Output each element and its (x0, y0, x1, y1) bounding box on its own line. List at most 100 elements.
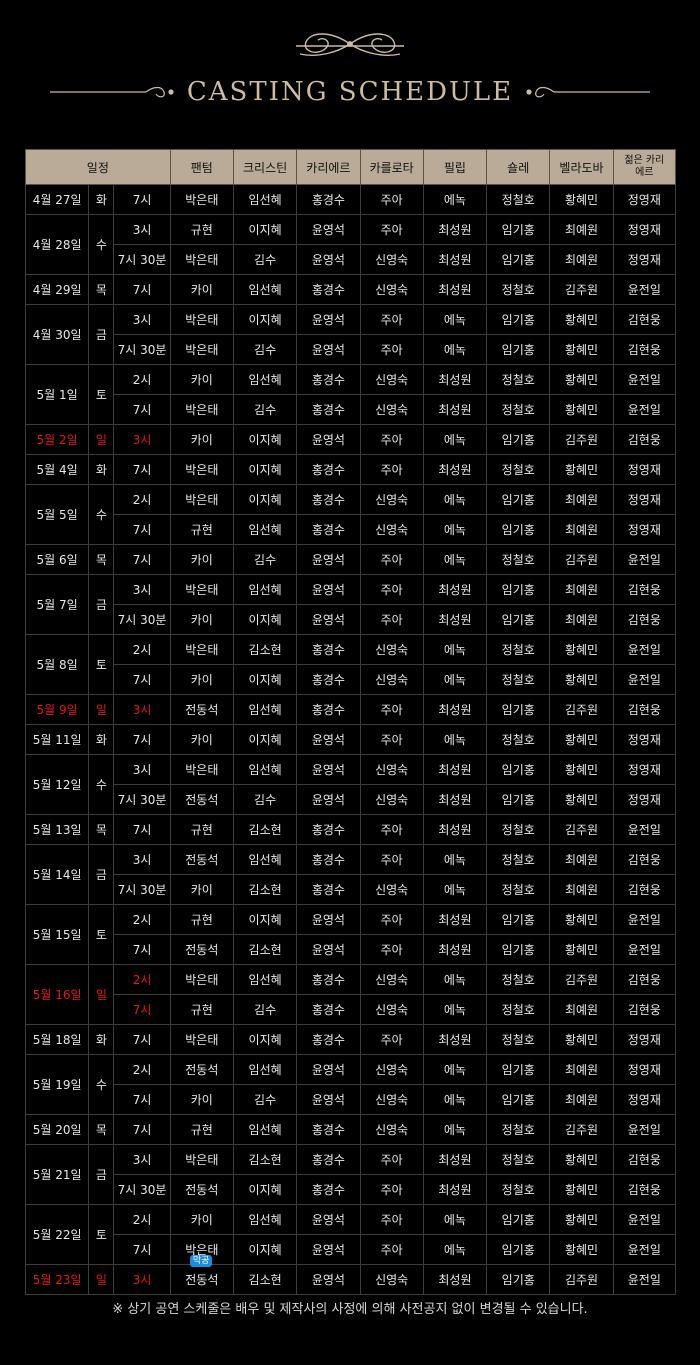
cast-cell: 정영재 (612, 1024, 677, 1055)
cast-cell: 임선혜 (232, 274, 298, 305)
table-row: 5월 18일 화 7시 박은태 이지혜 홍경수 주아 최성원 정철호 황혜민 정영재 (24, 1024, 677, 1055)
time-cell: 3시 (113, 694, 171, 725)
weekday-cell: 목 (88, 274, 115, 305)
cast-cell: 김현웅 (612, 424, 677, 455)
weekday-cell: 금 (88, 304, 115, 365)
cast-cell: 이지혜 (232, 1234, 298, 1265)
cast-cell: 홍경수 (296, 694, 361, 725)
table-row: 5월 8일 토 2시 박은태 김소현 홍경수 신영숙 에녹 정철호 황혜민 윤전일 (24, 634, 677, 695)
cast-cell: 카이 (169, 1084, 234, 1115)
cast-cell: 김주원 (549, 274, 614, 305)
cast-cell: 황혜민 (549, 454, 614, 485)
cast-cell: 박은태 (169, 634, 234, 665)
table-row: 7시 30분 박은태 김수 윤영석 신영숙 최성원 임기홍 최예원 정영재 (26, 244, 677, 275)
cast-cell: 김수 (232, 334, 298, 365)
cast-cell: 김현웅 (612, 304, 677, 335)
time-cell: 7시 30분 (113, 1174, 171, 1205)
cast-cell: 정철호 (486, 844, 551, 875)
cast-cell: 에녹 (422, 874, 488, 905)
cast-cell: 에녹 (422, 724, 488, 755)
cast-cell: 정영재 (612, 724, 677, 755)
cast-cell: 황혜민 (549, 304, 614, 335)
cast-cell: 정철호 (486, 994, 551, 1025)
cast-cell: 정영재 (612, 244, 677, 275)
cast-cell: 윤전일 (612, 394, 677, 425)
date-cell: 5월 5일 (24, 484, 90, 545)
cast-cell: 정철호 (486, 544, 551, 575)
weekday-cell: 화 (88, 454, 115, 485)
cast-cell: 최예원 (549, 1054, 614, 1085)
cast-cell: 박은태 (169, 964, 234, 995)
cast-cell: 최성원 (422, 694, 488, 725)
cast-cell: 김현웅 (612, 844, 677, 875)
weekday-cell: 금 (88, 1144, 115, 1205)
cast-cell: 신영숙 (359, 784, 424, 815)
table-row: 7시 30분 카이 김소현 홍경수 신영숙 에녹 정철호 최예원 김현웅 (26, 874, 677, 905)
cast-cell: 전동석 (169, 1054, 234, 1085)
table-row: 5월 1일 토 2시 카이 임선혜 홍경수 신영숙 최성원 정철호 황혜민 윤전일 (24, 364, 677, 425)
col-header: 일정 (25, 149, 171, 185)
cast-cell: 윤전일 (612, 904, 677, 935)
page-header: CASTING SCHEDULE (0, 0, 700, 148)
cast-cell: 주아 (359, 184, 424, 215)
cast-cell: 김현웅 (612, 964, 677, 995)
cast-cell: 박은태 (169, 244, 234, 275)
time-cell: 7시 (113, 544, 171, 575)
cast-cell: 최성원 (422, 274, 488, 305)
table-row: 4월 28일 수 3시 규현 이지혜 윤영석 주아 최성원 임기홍 최예원 정영재 (24, 214, 677, 275)
time-cell: 7시 (113, 274, 171, 305)
col-header: 젊은 카리에르 (612, 149, 677, 185)
time-cell: 3시 (113, 574, 171, 605)
cast-cell: 정철호 (486, 364, 551, 395)
cast-cell: 전동석 (169, 934, 234, 965)
cast-cell: 임기홍 (486, 934, 551, 965)
cast-cell: 정철호 (486, 874, 551, 905)
time-cell: 7시 (113, 514, 171, 545)
cast-cell: 주아 (359, 574, 424, 605)
cast-cell: 윤영석 (296, 1054, 361, 1085)
time-cell: 7시 30분 (113, 874, 171, 905)
cast-cell: 정철호 (486, 274, 551, 305)
weekday-cell: 일 (88, 1264, 115, 1295)
weekday-cell: 화 (88, 184, 115, 215)
cast-cell: 정철호 (486, 964, 551, 995)
cast-cell: 황혜민 (549, 754, 614, 785)
cast-cell: 주아 (359, 544, 424, 575)
time-cell: 7시 (113, 724, 171, 755)
cast-cell: 임기홍 (486, 694, 551, 725)
cast-cell: 최예원 (549, 994, 614, 1025)
cast-cell: 윤영석 (296, 754, 361, 785)
cast-cell: 전동석 (169, 694, 234, 725)
cast-cell: 홍경수 (296, 184, 361, 215)
cast-cell: 김주원 (549, 544, 614, 575)
cast-cell: 최예원 (549, 574, 614, 605)
cast-cell: 카이 (169, 724, 234, 755)
cast-cell: 정영재 (612, 454, 677, 485)
cast-cell: 홍경수 (296, 454, 361, 485)
cast-cell: 에녹 (422, 1114, 488, 1145)
date-cell: 4월 27일 (24, 184, 90, 215)
cast-cell: 규현 (169, 514, 234, 545)
cast-cell: 임선혜 (232, 844, 298, 875)
cast-cell: 최성원 (422, 394, 488, 425)
cast-cell: 김소현 (232, 634, 298, 665)
cast-cell: 박은태 (169, 574, 234, 605)
date-cell: 5월 15일 (24, 904, 90, 965)
weekday-cell: 토 (88, 904, 115, 965)
cast-cell: 정철호 (486, 1024, 551, 1055)
cast-cell: 윤영석 (296, 214, 361, 245)
cast-cell: 정영재 (612, 1054, 677, 1085)
cast-cell: 규현 (169, 814, 234, 845)
date-cell: 5월 16일 (24, 964, 90, 1025)
cast-cell: 최성원 (422, 1174, 488, 1205)
weekday-cell: 수 (88, 1054, 115, 1115)
date-cell: 4월 30일 (24, 304, 90, 365)
cast-cell: 주아 (359, 424, 424, 455)
cast-cell: 신영숙 (359, 664, 424, 695)
date-cell: 5월 19일 (24, 1054, 90, 1115)
cast-cell: 김현웅 (612, 1144, 677, 1175)
weekday-cell: 토 (88, 634, 115, 695)
cast-cell: 김현웅 (612, 1174, 677, 1205)
cast-cell: 김소현 (232, 1264, 298, 1295)
table-header-row: 일정 팬텀 크리스틴 카리에르 카를로타 필립 숄레 벨라도바 젊은 카리에르 (25, 149, 677, 185)
